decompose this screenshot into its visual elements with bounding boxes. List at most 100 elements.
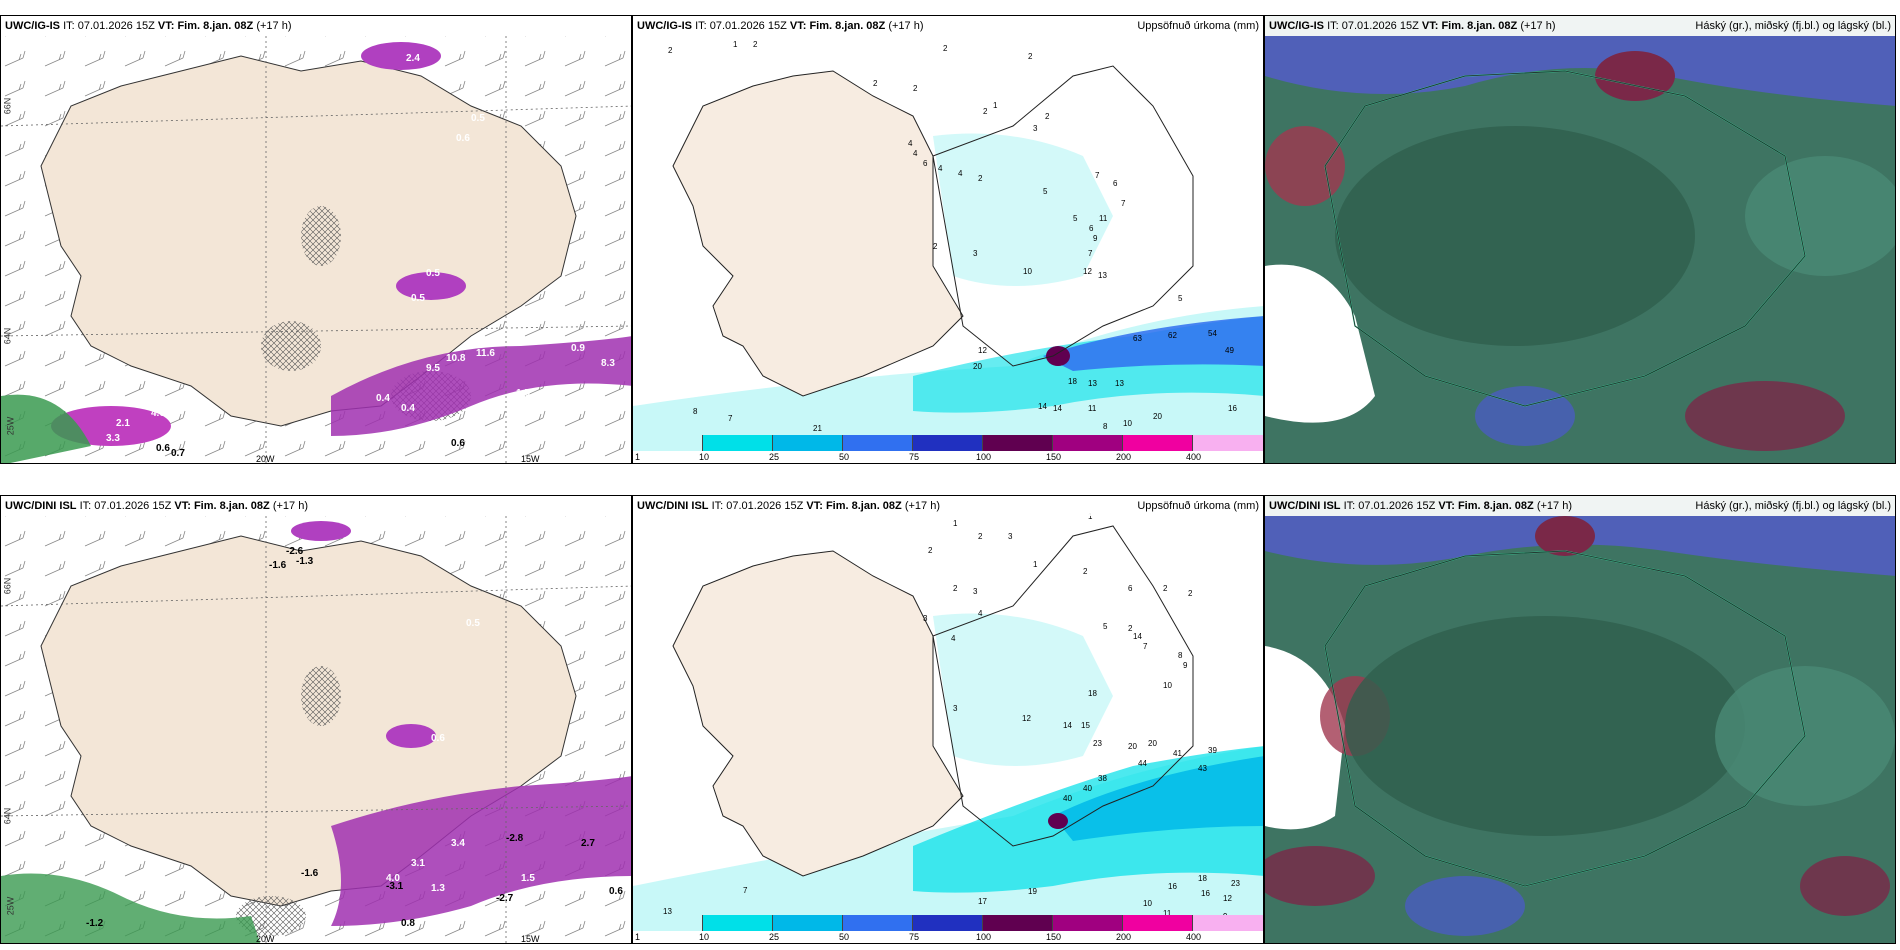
panel-title: Háský (gr.), miðský (fj.bl.) og lágský (… (1695, 20, 1891, 32)
svg-text:9: 9 (1183, 661, 1188, 670)
panel-header: UWC/IG-IS IT: 07.01.2026 15Z VT: Fim. 8.… (1, 16, 631, 36)
svg-text:14: 14 (1038, 402, 1047, 411)
colorbar-tick: 1 (635, 452, 641, 462)
svg-text:2.7: 2.7 (581, 838, 595, 849)
lat-label: 66N (2, 97, 13, 115)
svg-text:10.8: 10.8 (446, 353, 466, 364)
colorbar-tick: 200 (1116, 452, 1132, 462)
svg-text:20: 20 (1148, 739, 1157, 748)
colorbar-tick: 25 (769, 932, 780, 942)
svg-text:8: 8 (693, 407, 698, 416)
precip-field (933, 133, 1113, 286)
svg-text:-2.7: -2.7 (496, 893, 514, 904)
colorbar-segment (913, 435, 983, 451)
svg-text:3: 3 (973, 249, 978, 258)
svg-text:9: 9 (1093, 234, 1098, 243)
precip-band (331, 776, 631, 926)
colorbar-segment (1123, 435, 1193, 451)
svg-text:0.4: 0.4 (401, 403, 415, 414)
precip-values: 1 1 2 3 2 1 2 2 3 4 3 2 4 5 14 6 2 2 7 9… (663, 512, 1240, 921)
svg-text:2: 2 (978, 532, 983, 541)
mid-cloud (1265, 126, 1345, 206)
svg-text:11: 11 (1088, 404, 1097, 413)
svg-text:2: 2 (1028, 52, 1033, 61)
colorbar-segment (703, 915, 773, 931)
svg-text:3.1: 3.1 (411, 858, 425, 869)
svg-text:40: 40 (1063, 794, 1072, 803)
colorbar-segment (703, 435, 773, 451)
colorbar-tick: 25 (769, 452, 780, 462)
svg-text:4: 4 (958, 169, 963, 178)
svg-text:0.6: 0.6 (156, 443, 170, 454)
lat-label: 66N (2, 577, 13, 595)
precip-band (291, 521, 351, 541)
svg-text:7: 7 (1121, 199, 1126, 208)
svg-text:4: 4 (951, 634, 956, 643)
svg-text:10: 10 (1143, 899, 1152, 908)
high-cloud (1265, 516, 1895, 576)
svg-text:7: 7 (743, 886, 748, 895)
svg-text:3.3: 3.3 (106, 433, 120, 444)
colorbar-segment (843, 435, 913, 451)
colorbar-segment (983, 435, 1053, 451)
temp-labels: 2.4 0.5 0.6 0.5 0.5 10.8 11.6 9.5 8.3 0.… (106, 53, 615, 459)
temp-map-bottom: -1.6 -1.3 -2.6 0.5 0.6 3.1 -2.8 -1.6 -3.… (0, 495, 632, 944)
svg-text:13: 13 (1098, 271, 1107, 280)
temp-map-canvas: -1.6 -1.3 -2.6 0.5 0.6 3.1 -2.8 -1.6 -3.… (1, 516, 631, 943)
svg-text:2: 2 (1188, 589, 1193, 598)
colorbar-tick: 400 (1186, 932, 1202, 942)
svg-text:18: 18 (1068, 377, 1077, 386)
svg-text:2: 2 (668, 46, 673, 55)
mid-cloud (1800, 856, 1890, 916)
svg-text:8: 8 (1178, 651, 1183, 660)
svg-text:40: 40 (1083, 784, 1092, 793)
svg-text:-1.6: -1.6 (269, 560, 287, 571)
svg-text:16: 16 (1168, 882, 1177, 891)
precip-values: 2 1 2 2 2 2 2 2 1 4 4 4 6 2 4 3 2 5 7 6 … (668, 40, 1237, 433)
svg-text:11: 11 (1163, 909, 1172, 918)
panel-header: UWC/IG-IS IT: 07.01.2026 15Z VT: Fim. 8.… (1265, 16, 1895, 36)
svg-text:0.4: 0.4 (376, 393, 390, 404)
iceland-east-coast (932, 65, 1194, 367)
lon-label: 25W (5, 416, 16, 436)
svg-text:1: 1 (733, 40, 738, 49)
svg-text:3: 3 (923, 614, 928, 623)
svg-text:4.0: 4.0 (386, 873, 400, 884)
colorbar-segment (1053, 435, 1123, 451)
svg-text:-2.6: -2.6 (286, 546, 304, 557)
svg-text:12: 12 (978, 346, 987, 355)
colorbar-segment (1053, 915, 1123, 931)
svg-text:23: 23 (1231, 879, 1240, 888)
svg-text:0.6: 0.6 (431, 733, 445, 744)
svg-text:5: 5 (1073, 214, 1078, 223)
svg-text:2.4: 2.4 (406, 53, 420, 64)
cloud-map-canvas (1265, 496, 1895, 943)
panel-title: Uppsöfnuð úrkoma (mm) (1137, 20, 1259, 32)
panel-title: Háský (gr.), miðský (fj.bl.) og lágský (… (1695, 500, 1891, 512)
colorbar-tick: 50 (839, 932, 850, 942)
green-shading (1, 873, 261, 943)
svg-text:1: 1 (993, 101, 998, 110)
colorbar-tick: 100 (976, 932, 992, 942)
panel-header: UWC/DINI ISL IT: 07.01.2026 15Z VT: Fim.… (633, 496, 1263, 516)
precip-map-top: 2 1 2 2 2 2 2 2 1 4 4 4 6 2 4 3 2 5 7 6 … (632, 15, 1264, 464)
svg-text:2: 2 (1128, 624, 1133, 633)
colorbar-tick: 50 (839, 452, 850, 462)
svg-text:-1.3: -1.3 (296, 556, 314, 567)
temp-map-top: 2.4 0.5 0.6 0.5 0.5 10.8 11.6 9.5 8.3 0.… (0, 15, 632, 464)
colorbar-segment (843, 915, 913, 931)
svg-text:1: 1 (1088, 512, 1093, 521)
colorbar-tick: 10 (699, 932, 710, 942)
svg-text:14: 14 (1053, 404, 1062, 413)
svg-text:2: 2 (873, 79, 878, 88)
hatch-area (261, 321, 321, 371)
svg-text:10: 10 (1123, 419, 1132, 428)
svg-text:18: 18 (1088, 689, 1097, 698)
lat-label: 64N (2, 327, 13, 345)
colorbar-segment (1123, 915, 1193, 931)
svg-text:2: 2 (1083, 567, 1088, 576)
svg-text:21: 21 (813, 424, 822, 433)
svg-text:2: 2 (928, 546, 933, 555)
svg-text:15: 15 (1081, 721, 1090, 730)
cloud-map-canvas (1265, 16, 1895, 463)
